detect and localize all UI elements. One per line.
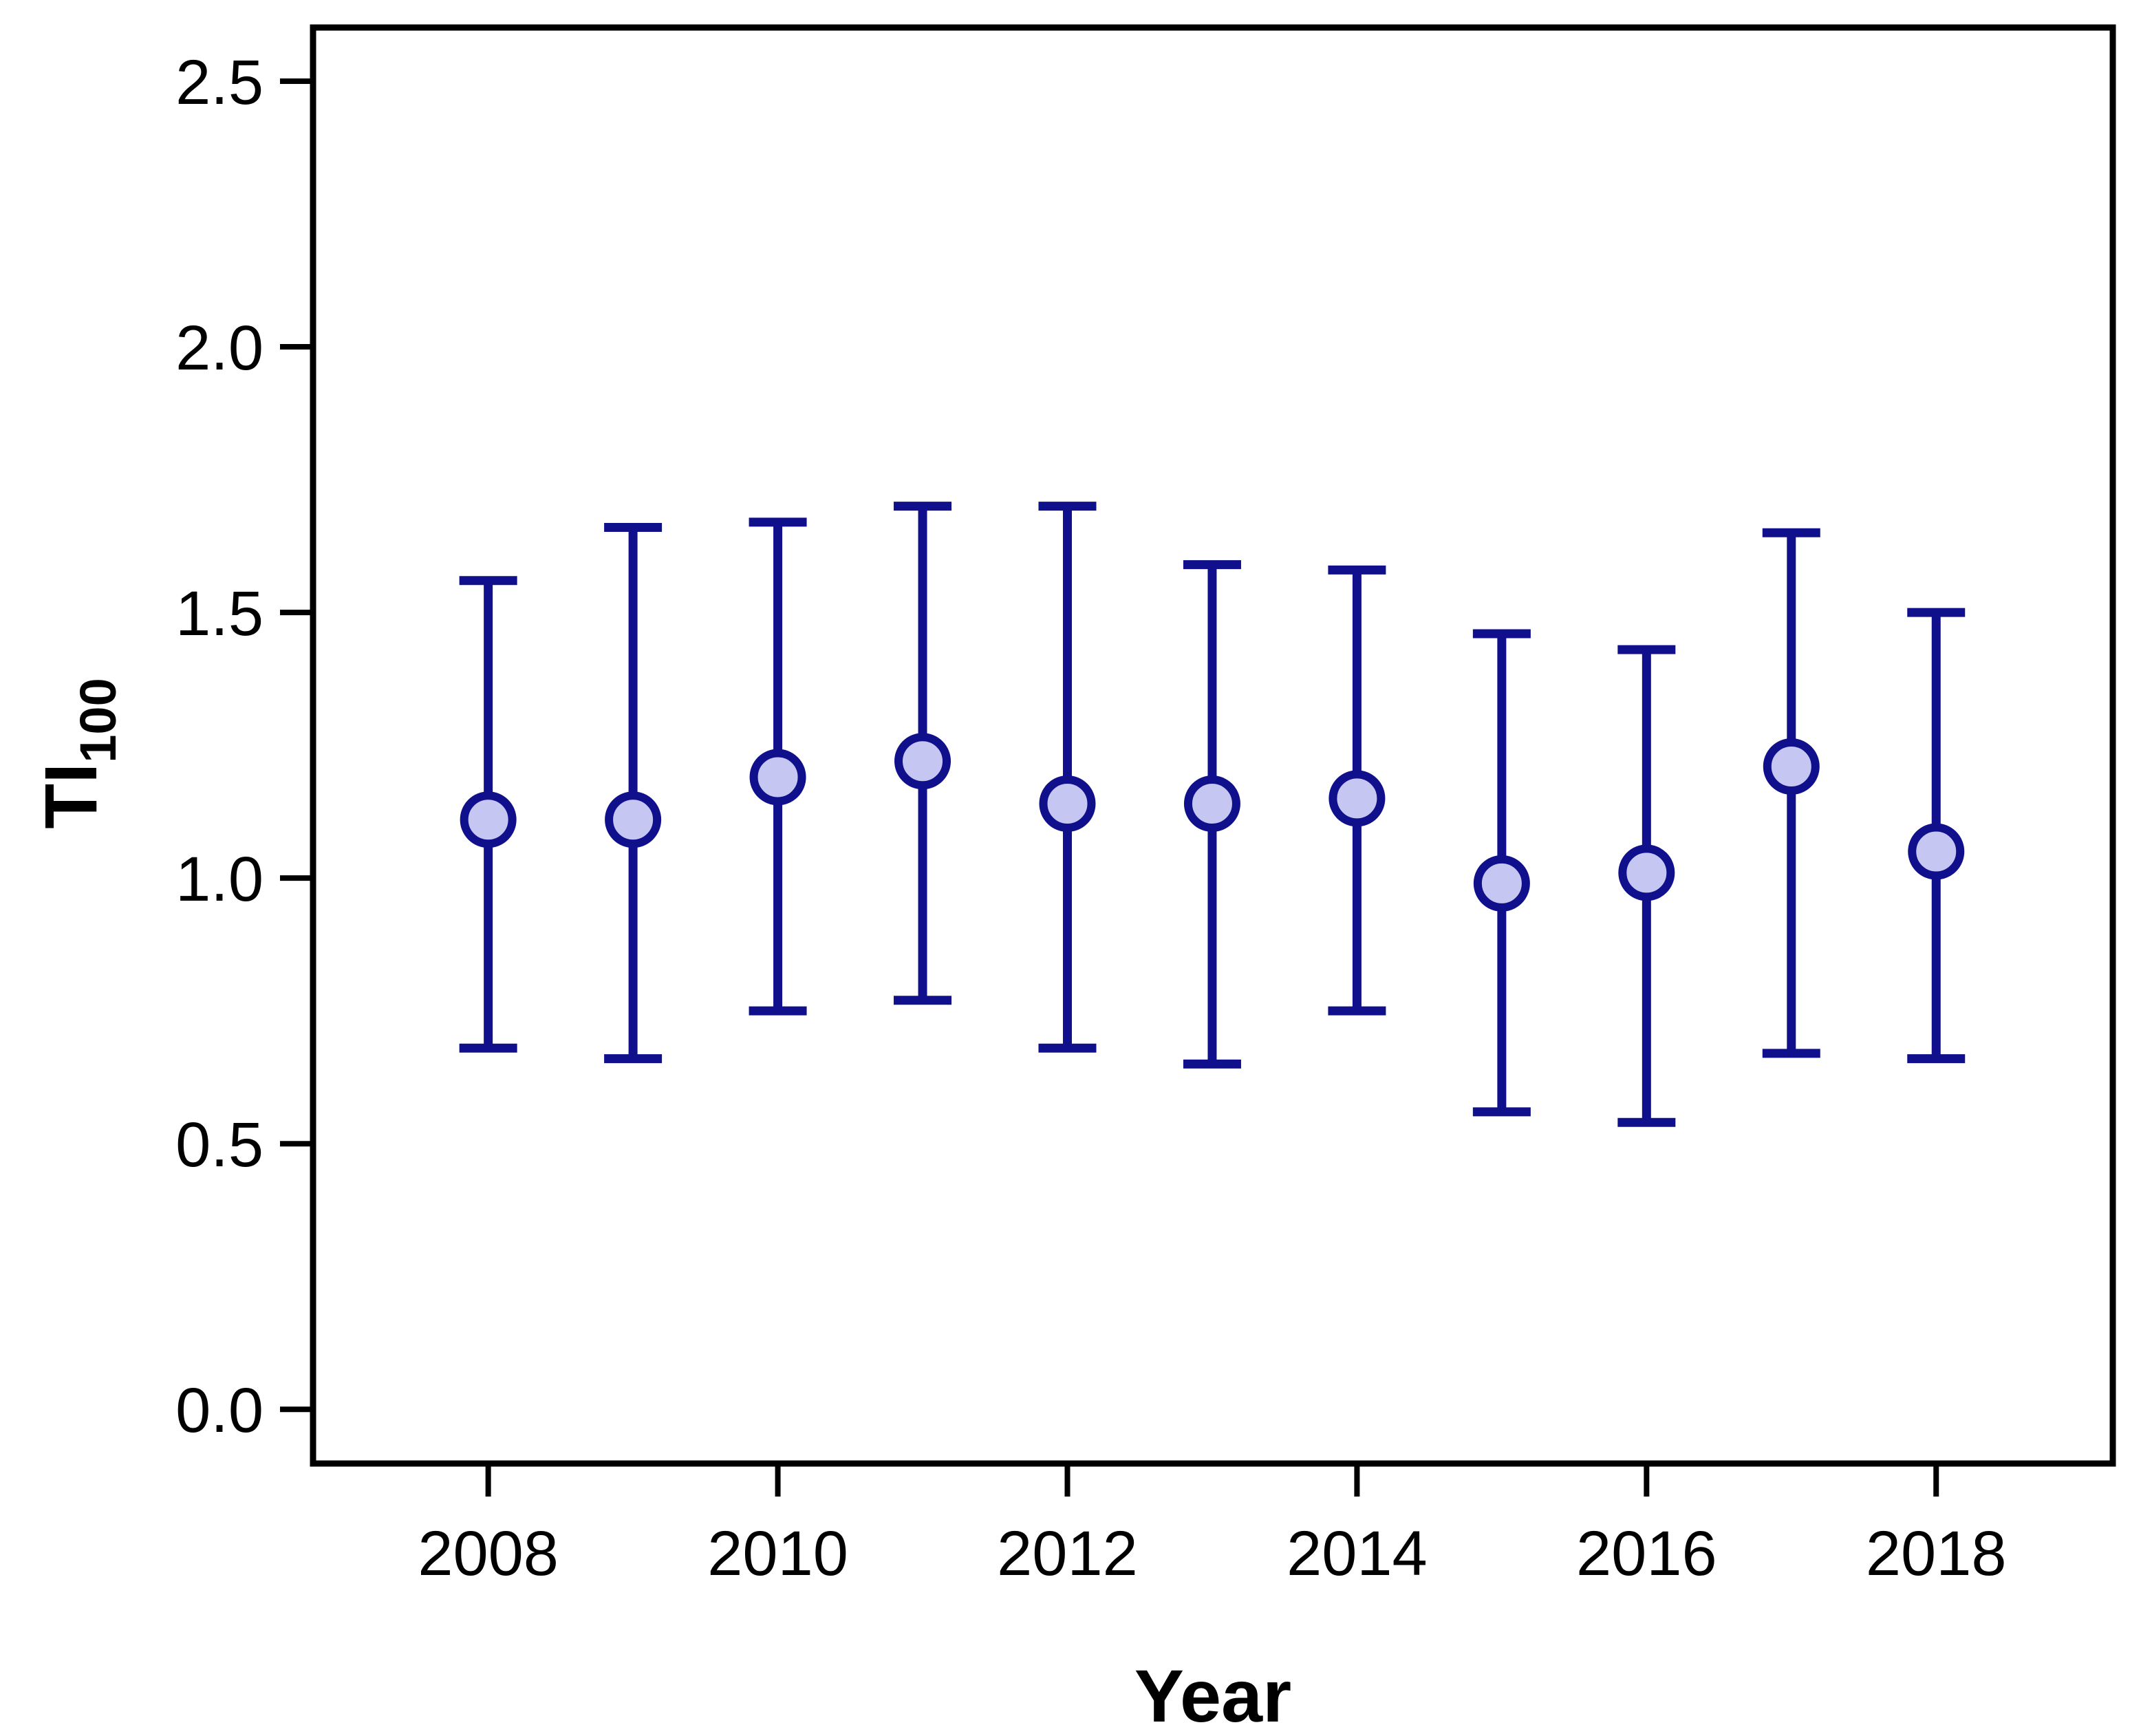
y-tick-label-2.0: 2.0 [175, 313, 263, 383]
x-tick-label-2016: 2016 [1576, 1519, 1717, 1589]
x-tick-label-2008: 2008 [418, 1519, 559, 1589]
x-tick-label-2018: 2018 [1866, 1519, 2007, 1589]
y-tick-label-2.5: 2.5 [175, 47, 263, 118]
data-point-2011 [894, 733, 951, 790]
data-point-2010 [749, 749, 806, 806]
x-axis-title: Year [1134, 1654, 1291, 1736]
y-tick-label-0.5: 0.5 [175, 1110, 263, 1180]
data-point-2018 [1908, 823, 1965, 880]
x-tick-label-2010: 2010 [707, 1519, 848, 1589]
y-tick-label-1.5: 1.5 [175, 579, 263, 649]
data-point-2014 [1328, 770, 1386, 827]
plot-frame [310, 24, 2116, 1467]
x-axis-ticks [485, 1464, 1939, 1497]
data-point-2016 [1618, 844, 1675, 901]
data-point-2012 [1039, 775, 1096, 833]
data-markers [460, 733, 1965, 912]
data-point-2008 [460, 791, 517, 848]
data-point-2009 [605, 791, 662, 848]
data-point-2017 [1763, 738, 1820, 795]
y-tick-label-0.0: 0.0 [175, 1375, 263, 1446]
y-tick-label-1.0: 1.0 [175, 844, 263, 914]
y-axis-title-subscript: 100 [69, 678, 127, 762]
data-point-2013 [1183, 775, 1240, 833]
y-axis-title: TI100 [29, 678, 127, 828]
x-axis-tick-labels: 2008 2010 2012 2014 2016 2018 [418, 1519, 2006, 1589]
x-tick-label-2014: 2014 [1287, 1519, 1428, 1589]
data-point-2015 [1473, 855, 1530, 912]
y-axis-title-main: TI [29, 763, 112, 829]
y-axis-tick-labels: 0.0 0.5 1.0 1.5 2.0 2.5 [175, 47, 263, 1446]
y-axis-ticks [280, 78, 313, 1413]
x-tick-label-2012: 2012 [997, 1519, 1138, 1589]
